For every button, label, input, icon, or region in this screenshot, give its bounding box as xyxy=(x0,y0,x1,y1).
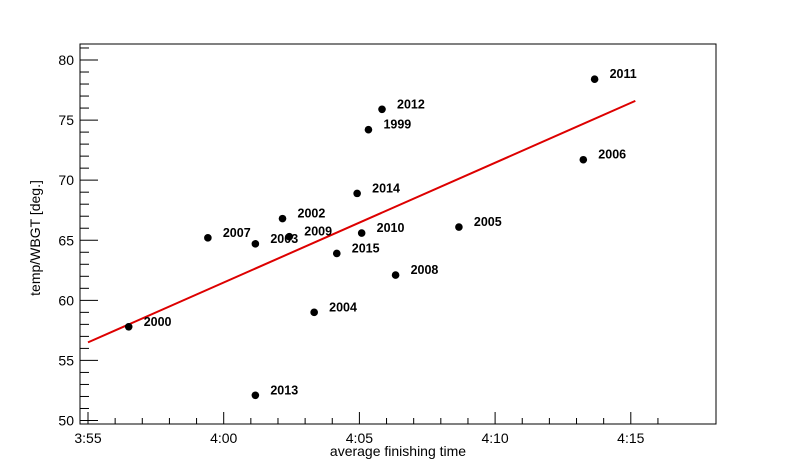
point-label-2004: 2004 xyxy=(329,300,357,314)
point-label-2007: 2007 xyxy=(223,226,251,240)
x-axis-title: average finishing time xyxy=(330,443,466,459)
data-point-2005 xyxy=(455,223,463,231)
data-point-1999 xyxy=(364,125,373,134)
y-tick-label: 75 xyxy=(58,112,74,128)
data-point-2002 xyxy=(278,214,287,223)
x-tick-label: 4:10 xyxy=(481,430,508,446)
x-tick-label: 4:00 xyxy=(210,430,237,446)
data-point-2003 xyxy=(251,240,260,248)
y-tick-label: 50 xyxy=(58,413,74,429)
data-point-2010 xyxy=(357,229,366,237)
plot-border xyxy=(79,43,717,425)
data-point-2004 xyxy=(310,308,318,317)
x-tick-label: 3:55 xyxy=(74,430,101,446)
x-tick-label: 4:05 xyxy=(346,430,373,446)
y-tick-label: 60 xyxy=(58,292,74,308)
point-label-2005: 2005 xyxy=(474,215,502,229)
y-tick-label: 55 xyxy=(58,352,74,368)
point-label-2012: 2012 xyxy=(397,97,425,111)
point-label-1999: 1999 xyxy=(383,118,411,132)
point-label-2015: 2015 xyxy=(352,241,380,255)
y-tick-label: 70 xyxy=(58,172,74,188)
plot-frame xyxy=(79,43,717,425)
axis-ticks xyxy=(80,47,659,424)
point-label-2014: 2014 xyxy=(372,181,400,195)
point-label-2009: 2009 xyxy=(304,225,332,239)
fit-line xyxy=(87,99,636,344)
data-point-2008 xyxy=(391,271,400,279)
point-label-2003: 2003 xyxy=(270,232,298,246)
y-tick-label: 80 xyxy=(58,52,74,68)
point-label-2000: 2000 xyxy=(144,315,172,329)
data-point-2000 xyxy=(124,322,133,331)
data-point-2014 xyxy=(353,189,361,198)
y-axis-title: temp/WBGT [deg.] xyxy=(27,180,43,296)
data-point-2015 xyxy=(332,249,341,258)
point-label-2011: 2011 xyxy=(610,67,637,81)
data-points xyxy=(124,75,599,400)
data-point-2006 xyxy=(579,155,588,164)
data-point-2011 xyxy=(590,75,599,84)
y-tick-label: 65 xyxy=(58,232,74,248)
point-label-2006: 2006 xyxy=(598,148,626,162)
point-label-2010: 2010 xyxy=(377,221,405,235)
tick-labels: 3:55 4:00 4:05 4:10 4:15 50 55 60 65 70 75 80 xyxy=(58,52,644,446)
fit-line-group xyxy=(87,99,636,344)
data-point-2007 xyxy=(204,234,212,242)
point-label-2002: 2002 xyxy=(298,207,326,221)
x-tick-label: 4:15 xyxy=(617,430,644,446)
data-point-2013 xyxy=(251,391,260,400)
point-label-2013: 2013 xyxy=(270,383,298,397)
point-label-2008: 2008 xyxy=(411,263,439,277)
data-point-2009 xyxy=(285,232,294,241)
data-point-2012 xyxy=(378,105,386,114)
